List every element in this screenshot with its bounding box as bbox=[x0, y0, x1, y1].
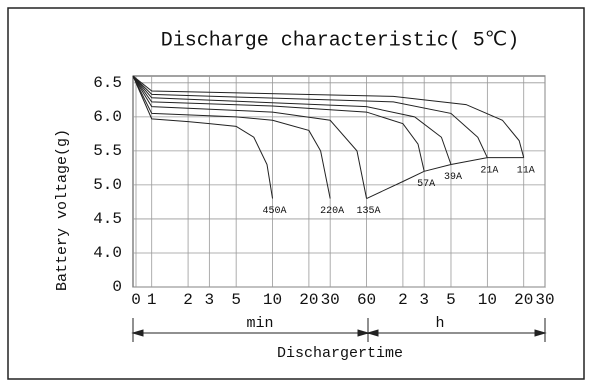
x-tick-label: 60 bbox=[357, 291, 376, 309]
unit-bracket bbox=[131, 318, 547, 342]
curve bbox=[132, 75, 525, 158]
x-tick-label: 20 bbox=[299, 291, 318, 309]
curve bbox=[132, 75, 368, 199]
x-tick-label: 0 bbox=[131, 291, 141, 309]
x-unit-label: h bbox=[435, 315, 444, 332]
curve bbox=[132, 75, 488, 158]
x-tick-label: 20 bbox=[514, 291, 533, 309]
curve-label: 220A bbox=[320, 206, 344, 217]
y-tick-label: 5.0 bbox=[93, 176, 122, 194]
curve bbox=[132, 75, 425, 172]
x-unit-label: min bbox=[246, 315, 273, 332]
y-tick-label: 4.5 bbox=[93, 210, 122, 228]
plot-area bbox=[132, 75, 546, 288]
y-axis-label: Battery voltage(g) bbox=[54, 129, 71, 291]
x-tick-label: 5 bbox=[446, 291, 456, 309]
x-tick-label: 3 bbox=[419, 291, 429, 309]
x-tick-label: 3 bbox=[205, 291, 215, 309]
y-tick-label: 4.0 bbox=[93, 244, 122, 262]
y-tick-label: 0 bbox=[112, 278, 122, 296]
curve-label: 450A bbox=[263, 206, 287, 217]
curve-label: 135A bbox=[357, 206, 381, 217]
curve-label: 21A bbox=[480, 165, 498, 176]
x-tick-label: 30 bbox=[321, 291, 340, 309]
curve-label: 39A bbox=[444, 172, 462, 183]
curve bbox=[366, 157, 524, 199]
frame bbox=[7, 7, 585, 380]
x-tick-label: 5 bbox=[231, 291, 241, 309]
curve-label: 57A bbox=[417, 179, 435, 190]
curve bbox=[132, 75, 274, 199]
y-tick-label: 5.5 bbox=[93, 142, 122, 160]
curve bbox=[132, 75, 331, 199]
x-tick-label: 30 bbox=[535, 291, 554, 309]
x-tick-label: 10 bbox=[478, 291, 497, 309]
x-tick-label: 1 bbox=[147, 291, 157, 309]
chart-title: Discharge characteristic( 5℃) bbox=[161, 29, 520, 52]
y-tick-label: 6.5 bbox=[93, 74, 122, 92]
x-tick-label: 10 bbox=[263, 291, 282, 309]
curve bbox=[132, 75, 452, 165]
curve-label: 11A bbox=[517, 165, 535, 176]
x-axis-label: Dischargertime bbox=[277, 345, 403, 362]
x-tick-label: 2 bbox=[183, 291, 193, 309]
x-tick-label: 2 bbox=[398, 291, 408, 309]
y-tick-label: 6.0 bbox=[93, 108, 122, 126]
